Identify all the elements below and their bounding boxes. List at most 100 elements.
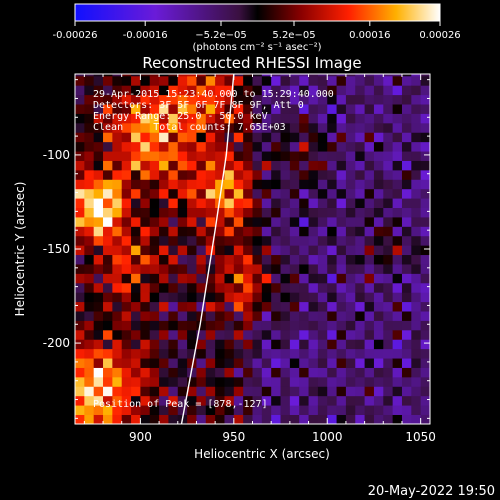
heatmap-cell	[420, 235, 430, 246]
heatmap-cell	[373, 292, 384, 303]
heatmap-cell	[364, 207, 375, 218]
heatmap-cell	[224, 179, 235, 190]
heatmap-cell	[177, 245, 188, 256]
heatmap-cell	[289, 311, 300, 321]
footer-timestamp: 20-May-2022 19:50	[368, 484, 495, 499]
heatmap-cell	[289, 414, 300, 424]
heatmap-cell	[252, 348, 263, 359]
heatmap-cell	[420, 104, 430, 114]
heatmap-cell	[103, 386, 113, 397]
heatmap-cell	[84, 339, 95, 350]
heatmap-cell	[196, 217, 207, 227]
heatmap-cell	[84, 245, 95, 256]
heatmap-cell	[280, 339, 291, 350]
heatmap-cell	[420, 151, 430, 161]
heatmap-cell	[411, 188, 422, 199]
heatmap-cell	[149, 320, 160, 331]
heatmap-cell	[177, 75, 188, 86]
heatmap-cell	[75, 169, 85, 180]
heatmap-cell	[140, 367, 151, 378]
heatmap-cell	[140, 226, 151, 237]
heatmap-cell	[411, 207, 422, 218]
heatmap-cell	[233, 141, 244, 152]
heatmap-cell	[327, 217, 337, 227]
heatmap-cell	[401, 217, 412, 227]
heatmap-cell	[261, 386, 272, 397]
heatmap-cell	[261, 188, 272, 199]
heatmap-cell	[196, 169, 207, 180]
heatmap-cell	[205, 188, 216, 199]
heatmap-cell	[159, 320, 169, 331]
heatmap-cell	[149, 414, 160, 424]
heatmap-cell	[93, 395, 104, 406]
heatmap-cell	[103, 85, 113, 96]
heatmap-cell	[168, 405, 179, 415]
y-tick-label: -150	[43, 242, 70, 256]
heatmap-cell	[177, 104, 188, 114]
heatmap-cell	[75, 405, 85, 415]
heatmap-cell	[140, 273, 151, 284]
heatmap-cell	[93, 358, 104, 368]
heatmap-cell	[327, 207, 337, 218]
heatmap-cell	[411, 320, 422, 331]
heatmap-cell	[327, 273, 337, 284]
heatmap-cell	[187, 264, 197, 274]
heatmap-cell	[308, 226, 319, 237]
heatmap-cell	[392, 74, 403, 77]
heatmap-cell	[383, 179, 394, 190]
heatmap-cell	[159, 245, 169, 256]
heatmap-cell	[336, 94, 347, 105]
heatmap-cell	[355, 169, 366, 180]
heatmap-cell	[177, 282, 188, 293]
heatmap-cell	[271, 405, 281, 415]
heatmap-cell	[243, 282, 253, 293]
heatmap-cell	[411, 292, 422, 303]
heatmap-cell	[243, 245, 253, 256]
heatmap-cell	[215, 348, 225, 359]
heatmap-cell	[84, 75, 95, 86]
heatmap-cell	[345, 85, 356, 96]
heatmap-cell	[233, 405, 244, 415]
heatmap-cell	[261, 113, 272, 124]
heatmap-cell	[224, 207, 235, 218]
heatmap-cell	[187, 405, 197, 415]
heatmap-cell	[252, 320, 263, 331]
heatmap-cell	[93, 217, 104, 227]
heatmap-cell	[140, 264, 151, 274]
heatmap-cell	[383, 367, 394, 378]
heatmap-cell	[392, 339, 403, 350]
heatmap-cell	[401, 122, 412, 133]
heatmap-cell	[420, 320, 430, 331]
heatmap-cell	[168, 282, 179, 293]
heatmap-cell	[289, 376, 300, 387]
colorbar-ticks: -0.00026 -0.00016 −5.2e−05 5.2e−05 0.00016 0.…	[53, 21, 461, 41]
heatmap-cell	[345, 329, 356, 340]
heatmap-cell	[308, 339, 319, 350]
heatmap-cell	[93, 235, 104, 246]
heatmap-cell	[93, 75, 104, 86]
heatmap-cell	[271, 329, 281, 340]
heatmap-cell	[327, 395, 337, 406]
heatmap-cell	[205, 104, 216, 114]
heatmap-cell	[373, 367, 384, 378]
heatmap-cell	[75, 207, 85, 218]
heatmap-cell	[149, 188, 160, 199]
heatmap-cell	[205, 358, 216, 368]
heatmap-cell	[187, 395, 197, 406]
heatmap-cell	[280, 376, 291, 387]
heatmap-cell	[121, 198, 132, 209]
heatmap-cell	[84, 217, 95, 227]
heatmap-cell	[140, 311, 151, 321]
heatmap-cell	[196, 235, 207, 246]
heatmap-cell	[289, 405, 300, 415]
heatmap-cell	[205, 122, 216, 133]
heatmap-cell	[93, 169, 104, 180]
heatmap-cell	[364, 414, 375, 424]
heatmap-cell	[215, 235, 225, 246]
heatmap-cell	[289, 301, 300, 312]
heatmap-cell	[205, 132, 216, 143]
heatmap-cell	[224, 235, 235, 246]
heatmap-cell	[252, 94, 263, 105]
heatmap-cell	[93, 74, 104, 77]
heatmap-cell	[187, 104, 197, 114]
